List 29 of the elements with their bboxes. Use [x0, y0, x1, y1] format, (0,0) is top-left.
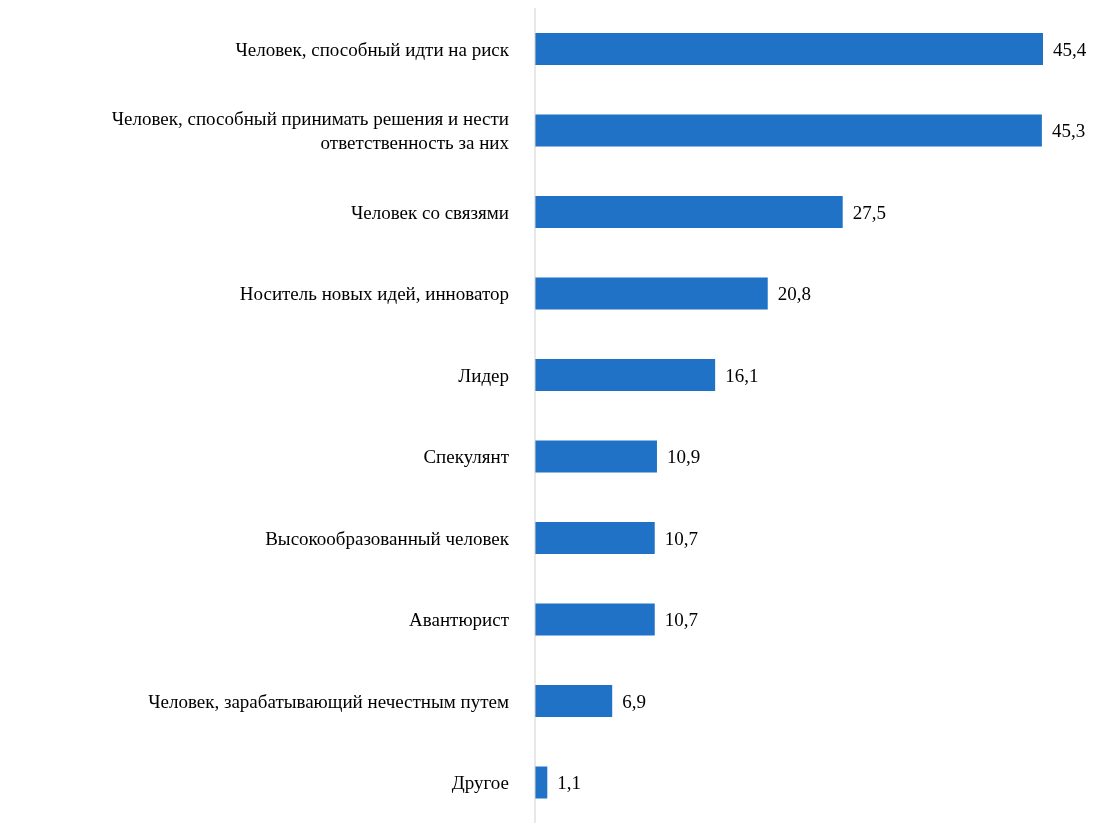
- y-tick-label: Авантюрист: [409, 608, 510, 630]
- y-tick-label: Другое: [451, 771, 509, 793]
- bar: [535, 522, 655, 554]
- data-label: 10,9: [666, 446, 701, 468]
- y-tick-label: Человек, способный принимать решения и нести ответственность за них: [111, 107, 510, 153]
- bar: [535, 440, 657, 473]
- data-label: 45,4: [1053, 38, 1087, 60]
- data-label: 27,5: [852, 201, 886, 223]
- y-tick-label: Высокообразованный человек: [265, 527, 510, 549]
- data-label: 10,7: [664, 527, 698, 549]
- bar: [535, 114, 1042, 147]
- y-tick-label: Человек, способный идти на риск: [235, 38, 510, 60]
- y-tick-label: Лидер: [458, 364, 509, 386]
- bar: [535, 359, 716, 391]
- bar: [535, 196, 843, 228]
- data-label: 1,1: [557, 772, 582, 794]
- bar: [535, 277, 768, 310]
- data-label: 10,7: [664, 609, 698, 631]
- y-tick-label: Носитель новых идей, инноватор: [239, 282, 509, 304]
- y-tick-label: Спекулянт: [423, 445, 510, 467]
- y-tick-label: Человек, зарабатывающий нечестным путем: [148, 690, 509, 712]
- data-label: 20,8: [777, 283, 811, 305]
- data-label: 16,1: [725, 364, 759, 386]
- bar: [535, 603, 655, 636]
- data-label: 45,3: [1051, 120, 1086, 142]
- data-label: 6,9: [622, 690, 646, 712]
- bar: [535, 33, 1043, 65]
- y-tick-label: Человек со связями: [350, 201, 509, 223]
- bar: [535, 685, 613, 717]
